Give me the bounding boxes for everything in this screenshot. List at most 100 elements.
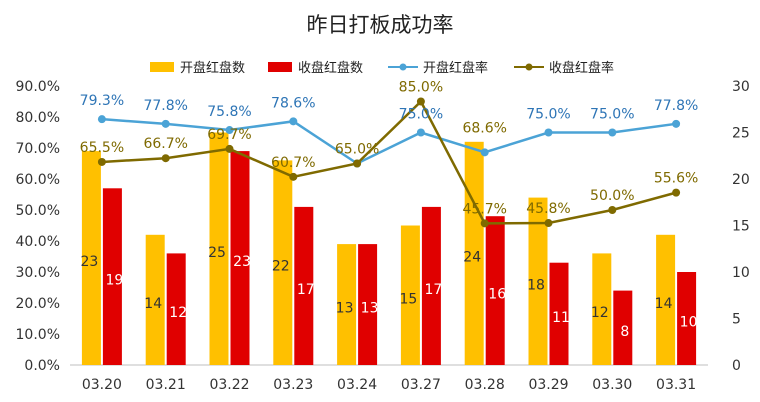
bar-label-close-count: 17 bbox=[297, 282, 315, 298]
point-open-rate bbox=[544, 128, 553, 137]
y-right-tick-label: 0 bbox=[732, 358, 741, 374]
point-open-rate bbox=[416, 128, 425, 137]
x-tick-label: 03.29 bbox=[528, 377, 568, 393]
y-left-tick-label: 90.0% bbox=[16, 79, 60, 95]
point-close-rate bbox=[544, 219, 553, 228]
bars bbox=[81, 132, 697, 365]
point-close-rate bbox=[672, 188, 681, 197]
bar-label-open-count: 13 bbox=[336, 301, 354, 317]
legend-swatch-close-count bbox=[268, 62, 292, 72]
bar-open-count bbox=[656, 234, 676, 365]
x-tick-label: 03.31 bbox=[656, 377, 696, 393]
y-right-tick-label: 20 bbox=[732, 172, 750, 188]
y-right-tick-label: 15 bbox=[732, 219, 750, 235]
legend-label-close-count: 收盘红盘数 bbox=[298, 60, 363, 76]
bar-open-count bbox=[273, 160, 293, 365]
data-labels: 23 14 25 22 13 15 24 18 12 14 19 12 23 17 13 17 16 11 8 10 7… bbox=[80, 80, 699, 340]
label-close-rate: 45.8% bbox=[526, 201, 570, 217]
legend-marker-open-rate bbox=[399, 63, 407, 71]
bar-label-close-count: 11 bbox=[552, 310, 570, 326]
bar-label-open-count: 14 bbox=[144, 296, 162, 312]
lines bbox=[97, 97, 681, 228]
line-open-rate bbox=[101, 117, 677, 165]
axes: 0.0% 10.0% 20.0% 30.0% 40.0% 50.0% 60.0% 70.0% 8… bbox=[16, 79, 750, 393]
point-close-rate bbox=[416, 97, 425, 106]
x-tick-label: 03.23 bbox=[273, 377, 313, 393]
legend-marker-close-rate bbox=[525, 63, 533, 71]
bar-label-close-count: 23 bbox=[233, 254, 251, 270]
bar-open-count bbox=[145, 234, 165, 365]
bar-label-open-count: 25 bbox=[208, 245, 226, 261]
label-open-rate: 77.8% bbox=[143, 98, 187, 114]
bar-open-count bbox=[337, 244, 357, 365]
y-right-tick-label: 5 bbox=[732, 312, 741, 328]
bar-label-open-count: 14 bbox=[655, 296, 673, 312]
point-open-rate bbox=[672, 119, 681, 128]
bar-close-count bbox=[677, 272, 697, 365]
y-left-tick-label: 20.0% bbox=[16, 296, 60, 312]
point-close-rate bbox=[608, 206, 617, 214]
bar-open-count bbox=[592, 253, 612, 365]
point-open-rate bbox=[161, 119, 170, 128]
bar-close-count bbox=[358, 244, 378, 365]
bar-close-count bbox=[102, 188, 122, 365]
y-right-tick-label: 10 bbox=[732, 265, 750, 281]
point-close-rate bbox=[97, 157, 106, 166]
bar-label-open-count: 22 bbox=[272, 259, 290, 275]
bar-label-close-count: 10 bbox=[680, 315, 698, 331]
bar-open-count bbox=[464, 141, 484, 365]
bar-label-open-count: 12 bbox=[591, 305, 609, 321]
x-tick-label: 03.28 bbox=[465, 377, 505, 393]
label-close-rate: 55.6% bbox=[654, 171, 698, 187]
point-close-rate bbox=[480, 219, 489, 228]
bar-label-close-count: 16 bbox=[488, 287, 506, 303]
point-close-rate bbox=[225, 144, 234, 153]
bar-close-count bbox=[613, 290, 633, 365]
bar-label-open-count: 23 bbox=[80, 254, 98, 270]
label-open-rate: 75.0% bbox=[590, 107, 634, 123]
y-left-tick-label: 0.0% bbox=[24, 358, 60, 374]
label-close-rate: 50.0% bbox=[590, 188, 634, 204]
y-left-tick-label: 10.0% bbox=[16, 327, 60, 343]
label-open-rate: 78.6% bbox=[271, 95, 315, 111]
legend-label-open-rate: 开盘红盘率 bbox=[423, 60, 488, 76]
bar-close-count bbox=[421, 206, 441, 365]
bar-close-count bbox=[294, 206, 314, 365]
y-left-tick-label: 30.0% bbox=[16, 265, 60, 281]
x-tick-label: 03.24 bbox=[337, 377, 377, 393]
chart-title: 昨日打板成功率 bbox=[307, 13, 454, 37]
bar-close-count bbox=[485, 216, 505, 365]
label-close-rate: 85.0% bbox=[399, 80, 443, 96]
y-right-tick-label: 30 bbox=[732, 79, 750, 95]
bar-open-count bbox=[528, 197, 548, 365]
point-close-rate bbox=[161, 154, 170, 163]
label-open-rate: 77.8% bbox=[654, 98, 698, 114]
x-tick-label: 03.21 bbox=[146, 377, 186, 393]
bar-label-close-count: 13 bbox=[361, 301, 379, 317]
legend-swatch-open-count bbox=[150, 62, 174, 72]
x-tick-label: 03.20 bbox=[82, 377, 122, 393]
point-open-rate bbox=[97, 115, 106, 124]
y-right-tick-label: 25 bbox=[732, 126, 750, 142]
point-open-rate bbox=[608, 128, 617, 137]
label-open-rate: 68.6% bbox=[462, 120, 506, 136]
label-open-rate: 75.0% bbox=[399, 107, 443, 123]
bar-open-count bbox=[400, 225, 420, 365]
bar-label-close-count: 19 bbox=[105, 273, 123, 289]
line-close-rate bbox=[101, 99, 677, 225]
label-close-rate: 65.5% bbox=[80, 140, 124, 156]
label-close-rate: 66.7% bbox=[143, 136, 187, 152]
bar-label-open-count: 24 bbox=[463, 249, 481, 265]
y-left-tick-label: 70.0% bbox=[16, 141, 60, 157]
y-left-tick-label: 60.0% bbox=[16, 172, 60, 188]
label-open-rate: 79.3% bbox=[80, 93, 124, 109]
y-left-tick-label: 80.0% bbox=[16, 110, 60, 126]
bar-label-close-count: 8 bbox=[620, 324, 629, 340]
bar-label-close-count: 12 bbox=[169, 305, 187, 321]
point-open-rate bbox=[289, 117, 298, 126]
legend: 开盘红盘数 收盘红盘数 开盘红盘率 收盘红盘率 bbox=[150, 60, 614, 76]
label-close-rate: 69.7% bbox=[207, 127, 251, 143]
label-close-rate: 60.7% bbox=[271, 155, 315, 171]
label-close-rate: 45.7% bbox=[462, 201, 506, 217]
